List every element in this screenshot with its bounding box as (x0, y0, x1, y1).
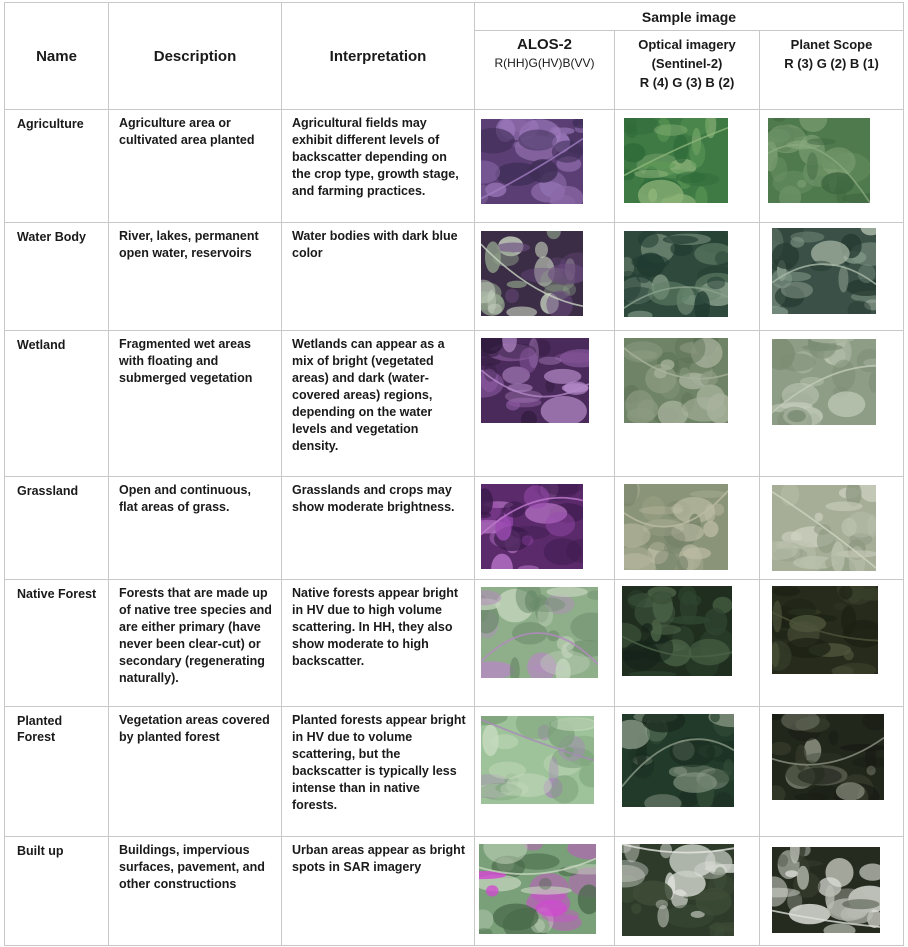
row-alos-cell (474, 330, 615, 477)
header-alos: ALOS-2 R(HH)G(HV)B(VV) (474, 30, 615, 110)
land-cover-table: Name Description Interpretation Sample i… (4, 2, 904, 946)
row-name: Built up (4, 836, 109, 946)
table-row: Built up Buildings, impervious surfaces, … (4, 836, 904, 946)
row-optical-cell (614, 330, 760, 477)
table-row: Wetland Fragmented wet areas with floatin… (4, 330, 904, 477)
grassland-optical-image (624, 484, 728, 570)
row-name: Native Forest (4, 579, 109, 707)
row-interpretation: Planted forests appear bright in HV due … (281, 706, 475, 837)
row-interpretation: Urban areas appear as bright spots in SA… (281, 836, 475, 946)
row-description: Buildings, impervious surfaces, pavement… (108, 836, 282, 946)
table-body: Agriculture Agriculture area or cultivate… (4, 109, 904, 946)
table-row: Agriculture Agriculture area or cultivate… (4, 109, 904, 223)
row-optical-cell (614, 706, 760, 837)
row-alos-cell (474, 109, 615, 223)
row-interpretation: Water bodies with dark blue color (281, 222, 475, 331)
header-planet-bands: R (3) G (2) B (1) (784, 56, 879, 71)
row-planet-cell (759, 836, 904, 946)
row-name: Grassland (4, 476, 109, 580)
row-alos-cell (474, 476, 615, 580)
header-planet: Planet Scope R (3) G (2) B (1) (759, 30, 904, 110)
wetland-alos-image (481, 338, 589, 423)
row-optical-cell (614, 579, 760, 707)
header-description: Description (108, 2, 282, 110)
row-name: Water Body (4, 222, 109, 331)
header-optical-bands: R (4) G (3) B (2) (639, 75, 735, 90)
row-planet-cell (759, 579, 904, 707)
row-name: Wetland (4, 330, 109, 477)
wetland-optical-image (624, 338, 728, 423)
row-interpretation: Agricultural fields may exhibit differen… (281, 109, 475, 223)
native-forest-alos-image (481, 587, 598, 678)
header-alos-title: ALOS-2 (516, 36, 572, 53)
row-planet-cell (759, 109, 904, 223)
row-description: Forests that are made up of native tree … (108, 579, 282, 707)
agriculture-alos-image (481, 119, 583, 204)
row-optical-cell (614, 109, 760, 223)
agriculture-planet-image (768, 118, 870, 203)
header-optical-sub: (Sentinel-2) (651, 56, 723, 71)
built-up-planet-image (772, 847, 880, 933)
wetland-planet-image (772, 339, 876, 425)
table-row: Planted Forest Vegetation areas covered b… (4, 706, 904, 837)
table-row: Grassland Open and continuous, flat areas… (4, 476, 904, 580)
row-optical-cell (614, 222, 760, 331)
native-forest-planet-image (772, 586, 878, 674)
row-name: Agriculture (4, 109, 109, 223)
row-planet-cell (759, 330, 904, 477)
row-planet-cell (759, 222, 904, 331)
native-forest-optical-image (622, 586, 732, 676)
row-name: Planted Forest (4, 706, 109, 837)
row-description: Agriculture area or cultivated area plan… (108, 109, 282, 223)
water-body-planet-image (772, 228, 876, 314)
planted-forest-planet-image (772, 714, 884, 800)
row-alos-cell (474, 706, 615, 837)
row-description: River, lakes, permanent open water, rese… (108, 222, 282, 331)
row-interpretation: Grasslands and crops may show moderate b… (281, 476, 475, 580)
row-interpretation: Native forests appear bright in HV due t… (281, 579, 475, 707)
built-up-optical-image (622, 844, 734, 936)
planted-forest-optical-image (622, 714, 734, 807)
grassland-planet-image (772, 485, 876, 571)
header-interpretation: Interpretation (281, 2, 475, 110)
row-optical-cell (614, 476, 760, 580)
planted-forest-alos-image (481, 716, 594, 804)
row-planet-cell (759, 476, 904, 580)
row-alos-cell (474, 836, 615, 946)
header-optical: Optical imagery (Sentinel-2) R (4) G (3)… (614, 30, 760, 110)
header-name: Name (4, 2, 109, 110)
water-body-optical-image (624, 231, 728, 317)
header-optical-title: Optical imagery (638, 37, 736, 52)
header-sample-image: Sample image (474, 2, 904, 31)
row-description: Open and continuous, flat areas of grass… (108, 476, 282, 580)
grassland-alos-image (481, 484, 583, 569)
row-alos-cell (474, 579, 615, 707)
row-description: Fragmented wet areas with floating and s… (108, 330, 282, 477)
row-planet-cell (759, 706, 904, 837)
header-alos-bands: R(HH)G(HV)B(VV) (494, 56, 595, 70)
row-interpretation: Wetlands can appear as a mix of bright (… (281, 330, 475, 477)
water-body-alos-image (481, 231, 583, 316)
table-row: Native Forest Forests that are made up of… (4, 579, 904, 707)
agriculture-optical-image (624, 118, 728, 203)
row-description: Vegetation areas covered by planted fore… (108, 706, 282, 837)
row-optical-cell (614, 836, 760, 946)
header-planet-title: Planet Scope (790, 37, 873, 52)
row-alos-cell (474, 222, 615, 331)
table-row: Water Body River, lakes, permanent open w… (4, 222, 904, 331)
built-up-alos-image (479, 844, 596, 934)
